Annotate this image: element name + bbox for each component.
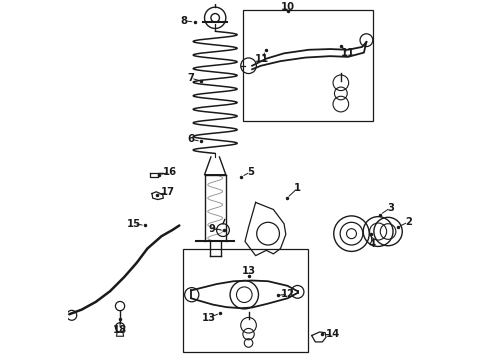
Bar	[183, 249, 308, 352]
Bar	[243, 10, 373, 121]
Text: 9: 9	[209, 224, 216, 234]
Text: 12: 12	[281, 289, 295, 299]
Polygon shape	[150, 172, 163, 177]
Text: 4: 4	[368, 239, 376, 249]
Text: 5: 5	[247, 167, 254, 177]
Text: 14: 14	[326, 329, 340, 339]
Text: 8: 8	[180, 15, 188, 26]
Text: 6: 6	[188, 134, 195, 144]
Text: 3: 3	[387, 203, 394, 213]
Text: 17: 17	[161, 188, 174, 198]
Text: 11: 11	[255, 54, 269, 64]
Text: 13: 13	[242, 266, 256, 275]
Text: 13: 13	[202, 313, 216, 323]
Text: 2: 2	[405, 217, 412, 227]
Text: 16: 16	[163, 167, 177, 177]
Text: 15: 15	[127, 219, 141, 229]
Text: 7: 7	[188, 73, 195, 83]
Text: 1: 1	[294, 183, 301, 193]
Text: 10: 10	[281, 2, 294, 12]
Text: 11: 11	[341, 48, 355, 58]
Text: 18: 18	[113, 324, 127, 334]
